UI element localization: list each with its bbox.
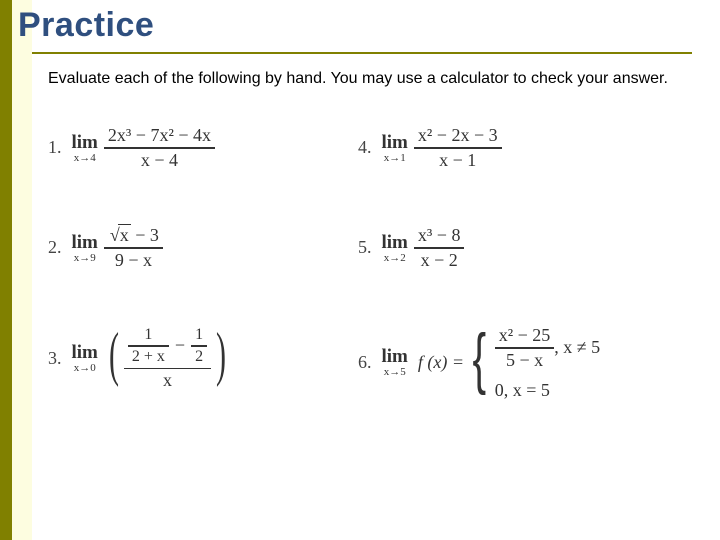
problem-number: 6. <box>358 352 372 373</box>
problem-number: 1. <box>48 137 62 158</box>
limit-notation: lim x→5 <box>382 346 408 378</box>
sqrt-expr: x <box>108 225 131 246</box>
limit-notation: lim x→4 <box>72 132 98 164</box>
limit-notation: lim x→0 <box>72 342 98 374</box>
problem-1: 1. lim x→4 2x³ − 7x² − 4x x − 4 <box>48 124 215 172</box>
limit-notation: lim x→1 <box>382 132 408 164</box>
problem-3: 3. lim x→0 ( 1 2 + x − 1 <box>48 324 231 392</box>
case-1: x² − 25 5 − x , x ≠ 5 <box>495 324 600 372</box>
problem-number: 3. <box>48 348 62 369</box>
fraction: x² − 2x − 3 x − 1 <box>414 124 502 172</box>
instructions-text: Evaluate each of the following by hand. … <box>48 68 668 90</box>
limit-notation: lim x→2 <box>382 232 408 264</box>
problem-2: 2. lim x→9 x − 3 9 − x <box>48 224 163 272</box>
problem-4: 4. lim x→1 x² − 2x − 3 x − 1 <box>358 124 502 172</box>
title-underline <box>32 52 692 54</box>
sidebar-accent-light <box>12 0 32 540</box>
inner-frac-right: 1 2 <box>191 325 207 367</box>
page-title: Practice <box>18 6 154 45</box>
limit-notation: lim x→9 <box>72 232 98 264</box>
outer-fraction: 1 2 + x − 1 2 x <box>124 324 211 392</box>
brace-icon: { <box>473 324 487 401</box>
fraction: x³ − 8 x − 2 <box>414 224 465 272</box>
fx-label: f (x) = <box>418 352 464 373</box>
fraction: 2x³ − 7x² − 4x x − 4 <box>104 124 215 172</box>
piecewise-cases: x² − 25 5 − x , x ≠ 5 0, x = 5 <box>495 324 600 401</box>
problem-number: 2. <box>48 237 62 258</box>
problem-number: 4. <box>358 137 372 158</box>
right-paren-icon: ) <box>216 324 226 392</box>
left-paren-icon: ( <box>109 324 119 392</box>
inner-frac-left: 1 2 + x <box>128 325 169 367</box>
sidebar-accent-bar <box>0 0 12 540</box>
piecewise-brace: { x² − 25 5 − x , x ≠ 5 0, x = 5 <box>468 324 600 401</box>
case-2: 0, x = 5 <box>495 380 600 401</box>
problem-6: 6. lim x→5 f (x) = { x² − 25 5 − x , x ≠… <box>358 324 600 401</box>
problem-5: 5. lim x→2 x³ − 8 x − 2 <box>358 224 464 272</box>
paren-group: ( 1 2 + x − 1 2 <box>104 324 231 392</box>
fraction: x − 3 9 − x <box>104 224 163 272</box>
problem-number: 5. <box>358 237 372 258</box>
